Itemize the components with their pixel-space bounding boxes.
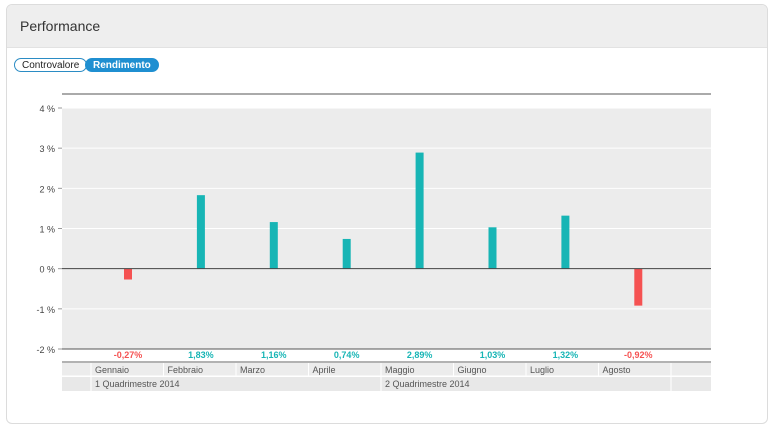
data-label: -0,92% [624,350,653,360]
bar [488,227,497,269]
category-label: Luglio [530,365,554,375]
controvalore-toggle[interactable]: Controvalore [14,58,88,72]
bar [634,268,643,306]
y-tick-label: 2 % [39,184,55,194]
bar [561,215,570,269]
category-label: Gennaio [95,365,129,375]
y-tick-label: -2 % [36,345,55,355]
y-tick-label: 1 % [39,225,55,235]
group-label: 1 Quadrimestre 2014 [95,379,180,389]
bar [269,222,278,269]
category-label: Giugno [458,365,487,375]
panel-header: Performance [7,5,767,48]
group-label: 2 Quadrimestre 2014 [385,379,470,389]
bar [342,238,351,269]
data-label: 1,83% [188,350,214,360]
rendimento-toggle[interactable]: Rendimento [85,58,159,72]
category-label: Aprile [313,365,336,375]
data-label: 1,16% [261,350,287,360]
data-label: 1,32% [553,350,579,360]
data-label: -0,27% [114,350,143,360]
group-row [62,377,711,391]
y-tick-label: 3 % [39,144,55,154]
bar [415,152,424,269]
y-tick-label: 0 % [39,265,55,275]
category-row [62,363,711,376]
panel-title: Performance [20,18,101,34]
category-label: Marzo [240,365,265,375]
y-tick-label: 4 % [39,104,55,114]
bar [124,268,132,280]
category-label: Agosto [603,365,631,375]
data-label: 1,03% [480,350,506,360]
category-label: Febbraio [168,365,204,375]
data-label: 2,89% [407,350,433,360]
category-label: Maggio [385,365,415,375]
y-tick-label: -1 % [36,305,55,315]
bar [196,195,205,269]
data-label: 0,74% [334,350,360,360]
